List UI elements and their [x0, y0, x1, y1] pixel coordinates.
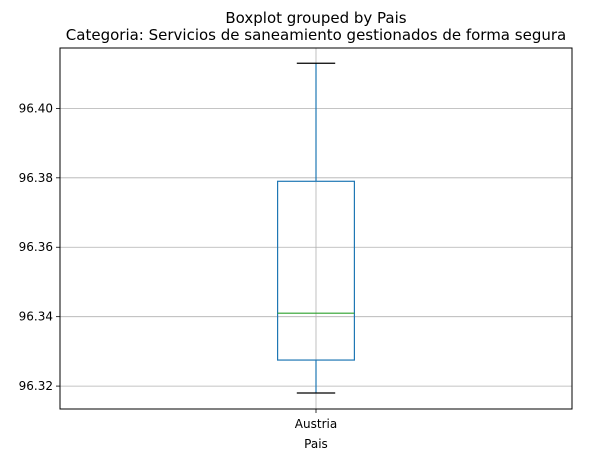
iqr-box: [277, 180, 356, 361]
y-tick-label: 96.32: [19, 379, 53, 393]
chart-suptitle: Boxplot grouped by Pais: [225, 9, 406, 27]
x-tick-label: Austria: [295, 417, 337, 431]
y-tick-label: 96.36: [19, 240, 53, 254]
chart-title: Categoria: Servicios de saneamiento gest…: [66, 26, 566, 44]
y-tick-label: 96.40: [19, 101, 53, 115]
y-tick-label: 96.38: [19, 171, 53, 185]
plot-frame: [59, 47, 573, 410]
box-layer: [277, 62, 356, 394]
y-tick-label: 96.34: [19, 310, 53, 324]
x-axis-label: Pais: [304, 437, 328, 451]
axis-layer: 96.32 96.34 96.36 96.38 96.40 Austria: [19, 101, 338, 431]
